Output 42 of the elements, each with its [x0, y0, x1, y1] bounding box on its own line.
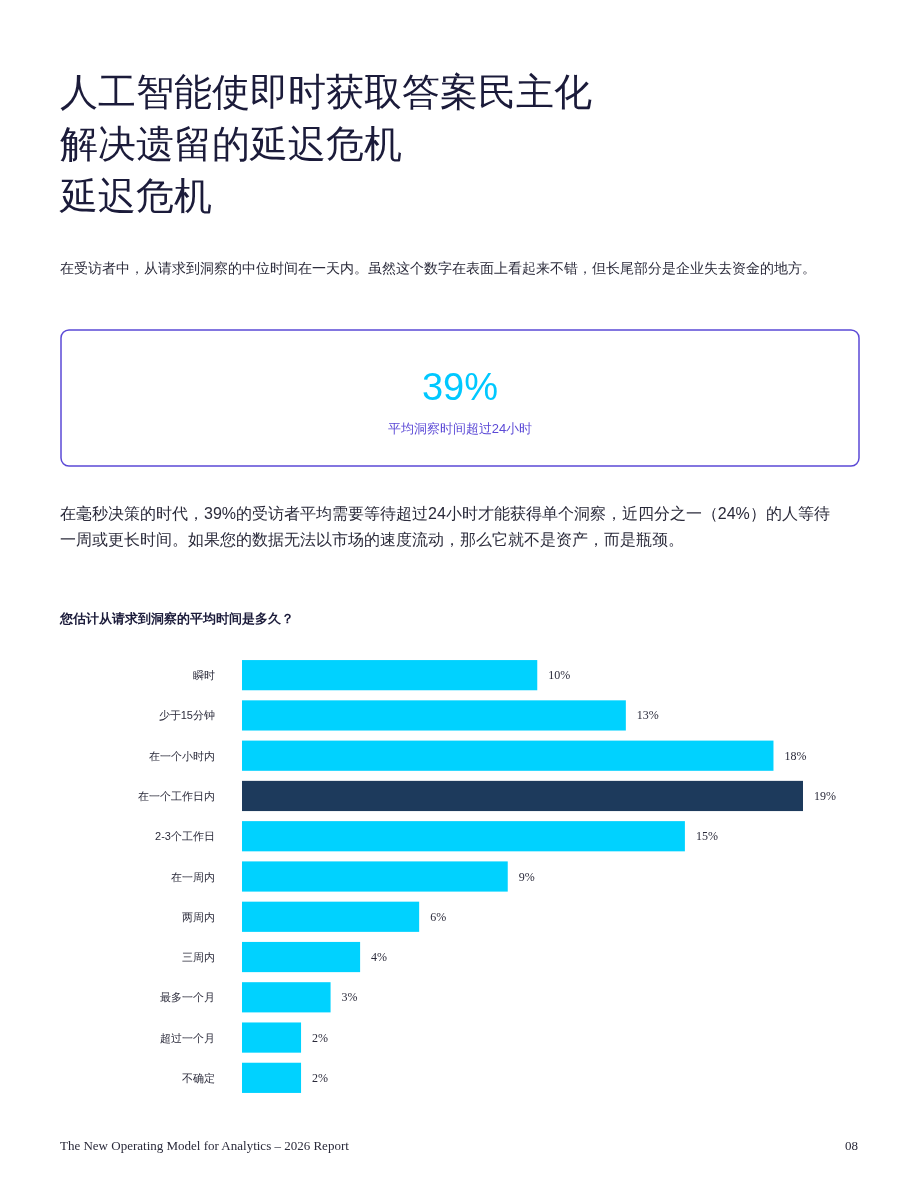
- y-tick-label: 在一个小时内: [149, 749, 215, 762]
- text: 平均洞察时间超过24小时: [387, 421, 533, 436]
- bar: [242, 1022, 302, 1053]
- data-label: 4%: [371, 950, 388, 965]
- data-label: 13%: [636, 708, 659, 723]
- chart-subtitle: 在受访者中，从请求到洞察的中位时间在一天内。虽然这个数字在表面上看起来不错，但长尾部分是企业失去资金的地方。: [60, 260, 816, 276]
- text: The New Operating Model for Analytics – 2026 Report: [60, 1138, 350, 1153]
- text: 您估计从请求到洞察的平均时间是多久？: [59, 611, 294, 626]
- text: 08: [845, 1138, 858, 1153]
- data-label: 18%: [784, 748, 807, 763]
- data-label: 6%: [430, 909, 447, 924]
- data-label: 10%: [548, 668, 571, 683]
- data-label: 3%: [341, 990, 358, 1005]
- bar: [242, 821, 685, 852]
- y-tick-label: 三周内: [182, 951, 215, 964]
- bar: [242, 700, 626, 731]
- y-tick-label: 瞬时: [193, 669, 215, 682]
- data-label: 19%: [814, 788, 836, 803]
- text: 在毫秒决策的时代，39%的受访者平均需要等待超过24小时才能获得单个洞察，近四分之一（24%）的人等待一周或更长时间。如果您的数据无法以市场的速度流动，那么它就不是资产，而是瓶颈。: [60, 505, 830, 548]
- y-tick-label: 两周内: [182, 910, 215, 923]
- data-label: 2%: [312, 1070, 329, 1085]
- chart-title: 人工智能使即时获取答案民主化解决遗留的延迟危机: [60, 71, 592, 165]
- y-tick-label: 在一个工作日内: [138, 789, 215, 802]
- y-tick-label: 在一周内: [171, 870, 215, 883]
- data-label: 2%: [312, 1030, 329, 1045]
- y-tick-label: 不确定: [182, 1071, 215, 1084]
- bar: [242, 941, 361, 973]
- bar: [242, 982, 331, 1013]
- text: 延迟危机: [59, 175, 212, 217]
- bar: [242, 660, 538, 691]
- data-label: 9%: [518, 869, 535, 884]
- y-tick-label: 少于15分钟: [158, 709, 215, 722]
- bar: [242, 1062, 302, 1093]
- bar: [242, 901, 420, 932]
- bar: [242, 740, 774, 771]
- bar: [242, 780, 803, 812]
- bar: [242, 861, 508, 892]
- y-tick-label: 2-3个工作日: [155, 830, 215, 843]
- text: 39%: [421, 366, 499, 408]
- y-tick-label: 最多一个月: [160, 991, 215, 1004]
- y-tick-label: 超过一个月: [160, 1031, 215, 1044]
- data-label: 15%: [695, 829, 718, 844]
